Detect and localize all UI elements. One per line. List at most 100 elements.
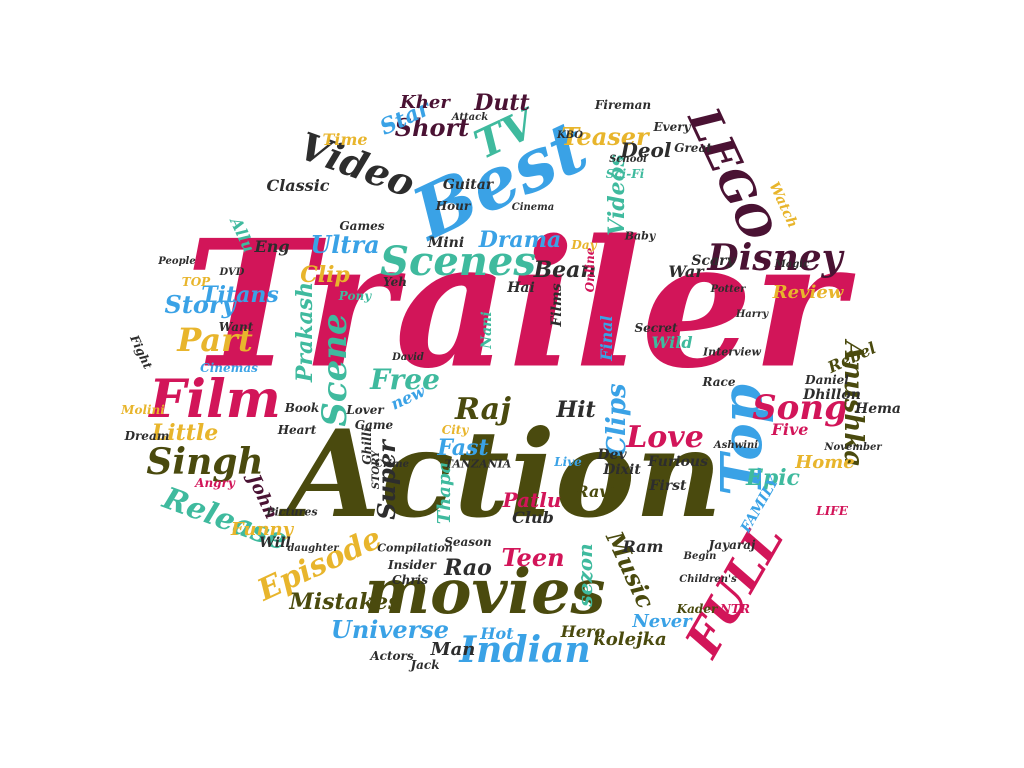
word-games: Games — [339, 219, 385, 233]
word-trailer: Trailer — [185, 202, 845, 408]
word-deol: Deol — [620, 138, 672, 162]
word-ultra: Ultra — [310, 230, 380, 259]
word-interview: Interview — [702, 345, 762, 359]
word-actors: Actors — [370, 649, 414, 663]
word-movies: movies — [364, 555, 606, 628]
word-great: Great — [674, 141, 712, 155]
word-magic: Magic — [774, 259, 810, 270]
word-rao: Rao — [444, 555, 492, 581]
word-club: Club — [512, 508, 554, 527]
word-never: Never — [632, 611, 692, 632]
word-compilation: Compilation — [377, 541, 453, 555]
word-clip: Clip — [300, 262, 350, 288]
word-raj: Raj — [455, 392, 511, 427]
word-day: Day — [571, 238, 597, 252]
word-titans: Titans — [201, 282, 279, 308]
word-films: Films — [549, 283, 565, 327]
word-will: Will — [259, 535, 291, 551]
word-harry: Harry — [735, 309, 769, 320]
word-singh: Singh — [146, 441, 264, 483]
word-disney: Disney — [707, 237, 843, 279]
word-dvd: DVD — [219, 267, 245, 278]
word-tanzania: TANZANIA — [444, 457, 512, 471]
word-cinema: Cinema — [511, 202, 555, 213]
word-mini: Mini — [427, 235, 465, 251]
word-classic: Classic — [266, 176, 330, 195]
word-film: Film — [149, 369, 281, 430]
word-lover: Lover — [346, 403, 384, 417]
word-pictures: Pictures — [266, 505, 318, 519]
word-free: Free — [370, 363, 440, 396]
word-jack: Jack — [410, 658, 440, 672]
word-childrens: Children's — [679, 574, 737, 585]
word-mistakes: Mistakes — [289, 589, 401, 615]
word-hai: Hai — [507, 280, 535, 296]
word-hit: Hit — [556, 397, 596, 423]
word-angry: Angry — [195, 476, 235, 490]
word-game: Game — [354, 418, 394, 432]
word-hema: Hema — [854, 401, 902, 417]
word-heart: Heart — [277, 423, 317, 437]
word-scenes: Scenes — [380, 238, 536, 285]
word-review: Review — [772, 282, 844, 303]
word-sezon: sezon — [573, 543, 597, 607]
word-life: LIFE — [816, 504, 848, 518]
word-daniel: Daniel — [805, 373, 849, 387]
word-hero: Hero — [560, 622, 606, 641]
word-love: Love — [626, 420, 704, 455]
word-teen: Teen — [501, 543, 565, 572]
word-universe: Universe — [330, 615, 450, 644]
word-funny: Funny — [230, 519, 294, 540]
word-dutt: Dutt — [474, 90, 530, 116]
word-baby: Baby — [624, 229, 656, 243]
word-home: Home — [795, 452, 855, 473]
word-action: Action — [287, 404, 723, 545]
word-scary: Scary — [691, 253, 735, 269]
word-begin: Begin — [683, 551, 717, 562]
word-bean: Bean — [533, 257, 597, 283]
word-first: First — [649, 478, 687, 494]
word-guitar: Guitar — [442, 177, 494, 193]
word-dream: Dream — [124, 429, 170, 443]
word-race: Race — [702, 375, 736, 389]
word-people: People — [158, 256, 196, 267]
word-school: School — [609, 154, 647, 165]
word-kolejka: kolejka — [593, 629, 667, 650]
word-dixit: Dixit — [603, 462, 641, 478]
word-indian: Indian — [459, 629, 591, 671]
word-war: War — [668, 262, 704, 281]
word-story2: STORY — [371, 450, 382, 490]
word-fireman: Fireman — [594, 98, 652, 112]
word-man: Man — [430, 639, 476, 660]
word-scifi: Sci-Fi — [605, 167, 645, 181]
word-hour: Hour — [435, 199, 471, 213]
word-november: November — [824, 442, 882, 453]
word-short: Short — [394, 113, 470, 142]
word-five: Five — [771, 420, 809, 439]
word-crime: Crime — [375, 459, 409, 470]
word-ashwini: Ashwini — [713, 440, 759, 451]
word-dhillon: Dhillon — [803, 387, 861, 403]
word-part: Part — [177, 321, 253, 359]
word-ram: Ram — [622, 537, 664, 556]
word-time: Time — [322, 130, 368, 149]
word-city: City — [441, 423, 469, 437]
word-book: Book — [284, 401, 320, 415]
word-nani: Nani — [479, 311, 495, 349]
word-every: Every — [653, 120, 691, 134]
word-teaser: Teaser — [561, 122, 649, 151]
word-kher: Kher — [400, 92, 450, 113]
word-clips: Clips — [602, 383, 632, 457]
word-prakash: Prakash — [292, 281, 318, 383]
word-pony: Pony — [338, 289, 372, 303]
word-live: Live — [554, 455, 582, 469]
word-online: Online — [583, 247, 597, 293]
word-patlu: Patlu — [502, 488, 562, 512]
word-story: Story — [164, 290, 236, 319]
word-epic: Epic — [746, 465, 800, 491]
word-wild: Wild — [651, 333, 693, 352]
word-fast: Fast — [437, 435, 489, 461]
word-little: Little — [151, 420, 219, 446]
word-drama: Drama — [478, 227, 562, 253]
word-top2: TOP — [181, 275, 211, 289]
